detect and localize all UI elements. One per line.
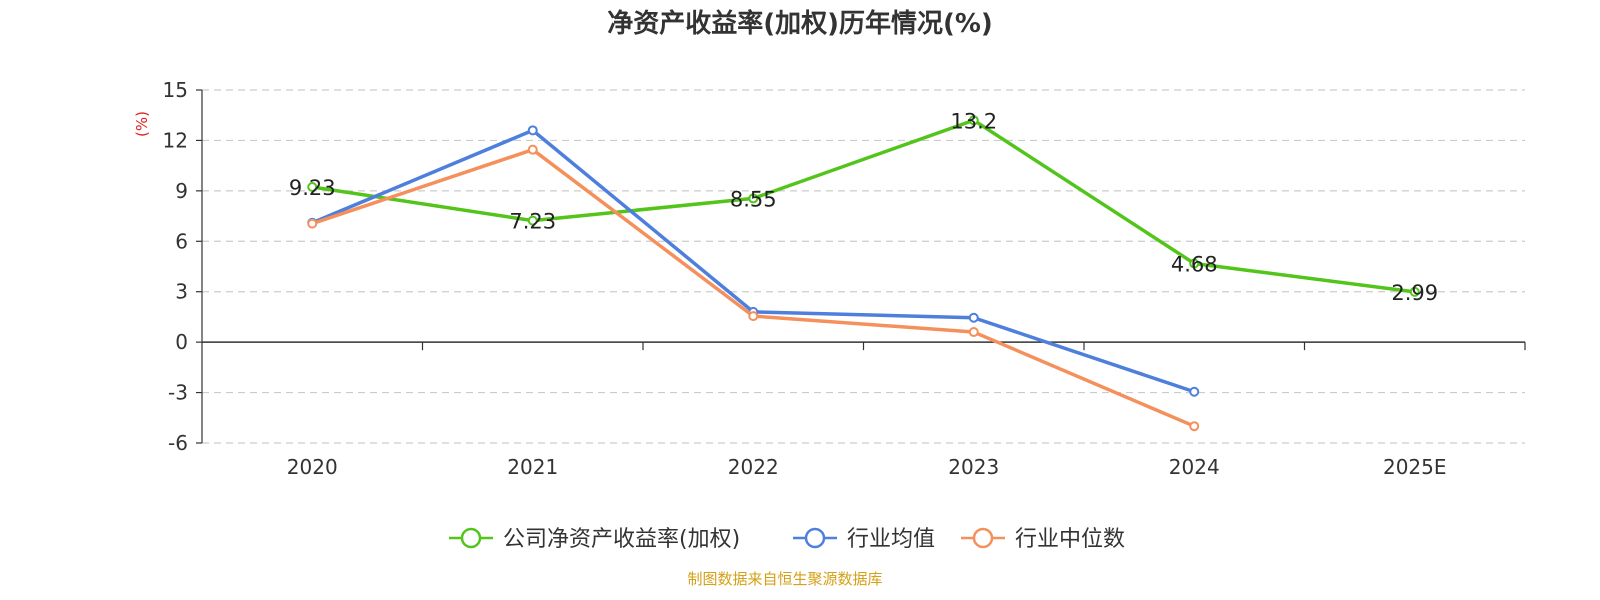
- chart-title: 净资产收益率(加权)历年情况(%): [607, 8, 993, 39]
- series-2-point[interactable]: [968, 327, 979, 338]
- legend-label: 行业中位数: [1015, 527, 1125, 552]
- series-2-point[interactable]: [527, 144, 538, 155]
- series-line-0: [311, 118, 1415, 294]
- legend-item-1[interactable]: 行业均值: [793, 527, 935, 552]
- y-tick-label: 15: [163, 78, 188, 102]
- series-2-point[interactable]: [748, 311, 759, 322]
- y-tick-label: -6: [168, 431, 188, 455]
- x-tick-label: 2021: [507, 455, 558, 479]
- legend-item-0[interactable]: 公司净资产收益率(加权): [449, 527, 740, 552]
- series-line-1: [311, 128, 1195, 394]
- legend-label: 行业均值: [847, 527, 935, 552]
- data-label: 8.55: [730, 187, 777, 211]
- series-0-point[interactable]: [1409, 286, 1420, 297]
- grid-lines: [202, 89, 1525, 444]
- y-tick-label: 6: [175, 229, 188, 253]
- series-0-point[interactable]: [968, 115, 979, 126]
- series-0-point[interactable]: [307, 181, 318, 192]
- y-tick-label: 0: [175, 330, 188, 354]
- data-label: 2.99: [1391, 281, 1438, 305]
- legend-item-2[interactable]: 行业中位数: [961, 527, 1125, 552]
- series-0-point[interactable]: [748, 193, 759, 204]
- series-0-point[interactable]: [527, 215, 538, 226]
- y-tick-label: -3: [168, 381, 188, 405]
- legend-label: 公司净资产收益率(加权): [503, 527, 740, 552]
- x-tick-label: 2024: [1169, 455, 1220, 479]
- legend[interactable]: 公司净资产收益率(加权) 行业均值 行业中位数: [449, 527, 1125, 552]
- series-0-point[interactable]: [1189, 258, 1200, 269]
- y-axis-label: (%): [133, 111, 151, 137]
- data-label: 4.68: [1171, 252, 1218, 276]
- series-2-point[interactable]: [307, 218, 318, 229]
- x-tick-label: 2023: [948, 455, 999, 479]
- data-label: 9.23: [289, 176, 336, 200]
- y-tick-label: 12: [163, 128, 188, 152]
- series-1-point[interactable]: [1189, 386, 1200, 397]
- axes: -6 -3 0 3 6 9 12 15 2020 2021 2022 2023 2024 2025E: [163, 78, 1526, 479]
- legend-marker: [460, 527, 482, 549]
- series-2-point[interactable]: [1189, 421, 1200, 432]
- data-labels: 9.23 7.23 8.55 13.2 4.68 2.99: [289, 109, 1438, 305]
- y-tick-label: 9: [175, 179, 188, 203]
- x-tick-label: 2022: [728, 455, 779, 479]
- series-1-point[interactable]: [968, 312, 979, 323]
- series-lines: [307, 115, 1420, 432]
- data-label: 7.23: [509, 210, 556, 234]
- x-tick-label: 2020: [287, 455, 338, 479]
- legend-marker: [804, 527, 826, 549]
- source-note: 制图数据来自恒生聚源数据库: [687, 570, 882, 588]
- y-tick-label: 3: [175, 280, 188, 304]
- legend-marker: [972, 527, 994, 549]
- data-label: 13.2: [950, 109, 997, 133]
- series-1-point[interactable]: [527, 125, 538, 136]
- x-tick-label: 2025E: [1383, 455, 1447, 479]
